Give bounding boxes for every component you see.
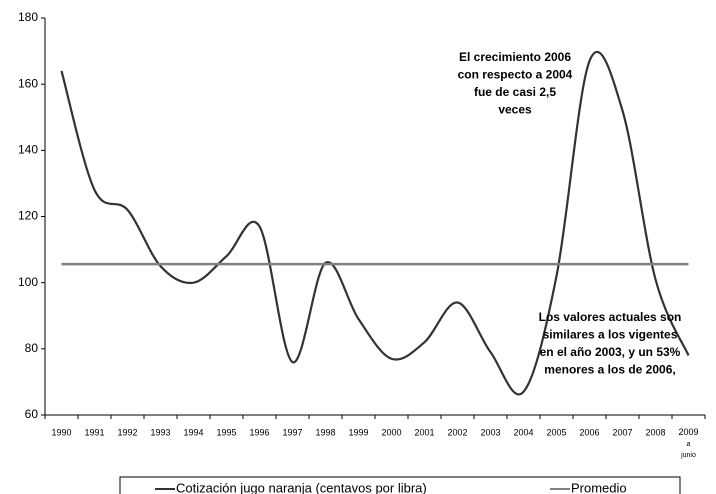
- y-tick-label: 180: [18, 10, 38, 24]
- x-tick-label: 2001: [414, 427, 434, 437]
- x-tick-label: 2004: [513, 427, 533, 437]
- y-tick-label: 160: [18, 76, 38, 90]
- x-tick-label: 1999: [348, 427, 368, 437]
- x-tick-label: 1993: [150, 427, 170, 437]
- y-tick-label: 60: [25, 407, 39, 421]
- x-tick-label: 1997: [282, 427, 302, 437]
- series-line: [60, 51, 690, 396]
- x-tick-label-line: junio: [680, 452, 696, 459]
- x-tick-label: 2002: [447, 427, 467, 437]
- x-tick-label: 1994: [183, 427, 203, 437]
- x-tick-label-line: a: [687, 441, 691, 448]
- x-tick-label: 2006: [579, 427, 599, 437]
- annotation: menores a los de 2006,: [544, 363, 675, 377]
- y-tick-label: 100: [18, 275, 38, 289]
- x-tick-label: 1998: [315, 427, 335, 437]
- annotation: similares a los vigentes: [543, 328, 678, 342]
- x-tick-label: 2003: [480, 427, 500, 437]
- x-tick-label: 2000: [381, 427, 401, 437]
- x-tick-label: 1995: [216, 427, 236, 437]
- x-tick-label-line: 2009: [678, 427, 698, 437]
- legend-box: [119, 476, 681, 494]
- x-tick-label: 2005: [546, 427, 566, 437]
- x-tick-label: 1991: [84, 427, 104, 437]
- x-tick-label: 2007: [612, 427, 632, 437]
- annotation: Los valores actuales son: [539, 310, 682, 324]
- annotation: fue de casi 2,5: [474, 85, 556, 99]
- x-tick-label: 2008: [645, 427, 665, 437]
- x-tick-label: 1992: [117, 427, 137, 437]
- x-tick-label: 1996: [249, 427, 269, 437]
- annotation: con respecto a 2004: [458, 68, 573, 82]
- x-tick-label: 1990: [51, 427, 71, 437]
- annotation: veces: [498, 103, 532, 117]
- legend-label: Promedio: [571, 480, 627, 494]
- annotation: en el año 2003, y un 53%: [540, 345, 681, 359]
- y-tick-label: 120: [18, 209, 38, 223]
- annotation: El crecimiento 2006: [459, 50, 571, 64]
- x-tick-label: 2009 a junio: [678, 427, 698, 458]
- y-tick-label: 80: [25, 341, 39, 355]
- y-tick-label: 140: [18, 143, 38, 157]
- legend-label: Cotización jugo naranja (centavos por li…: [176, 480, 427, 494]
